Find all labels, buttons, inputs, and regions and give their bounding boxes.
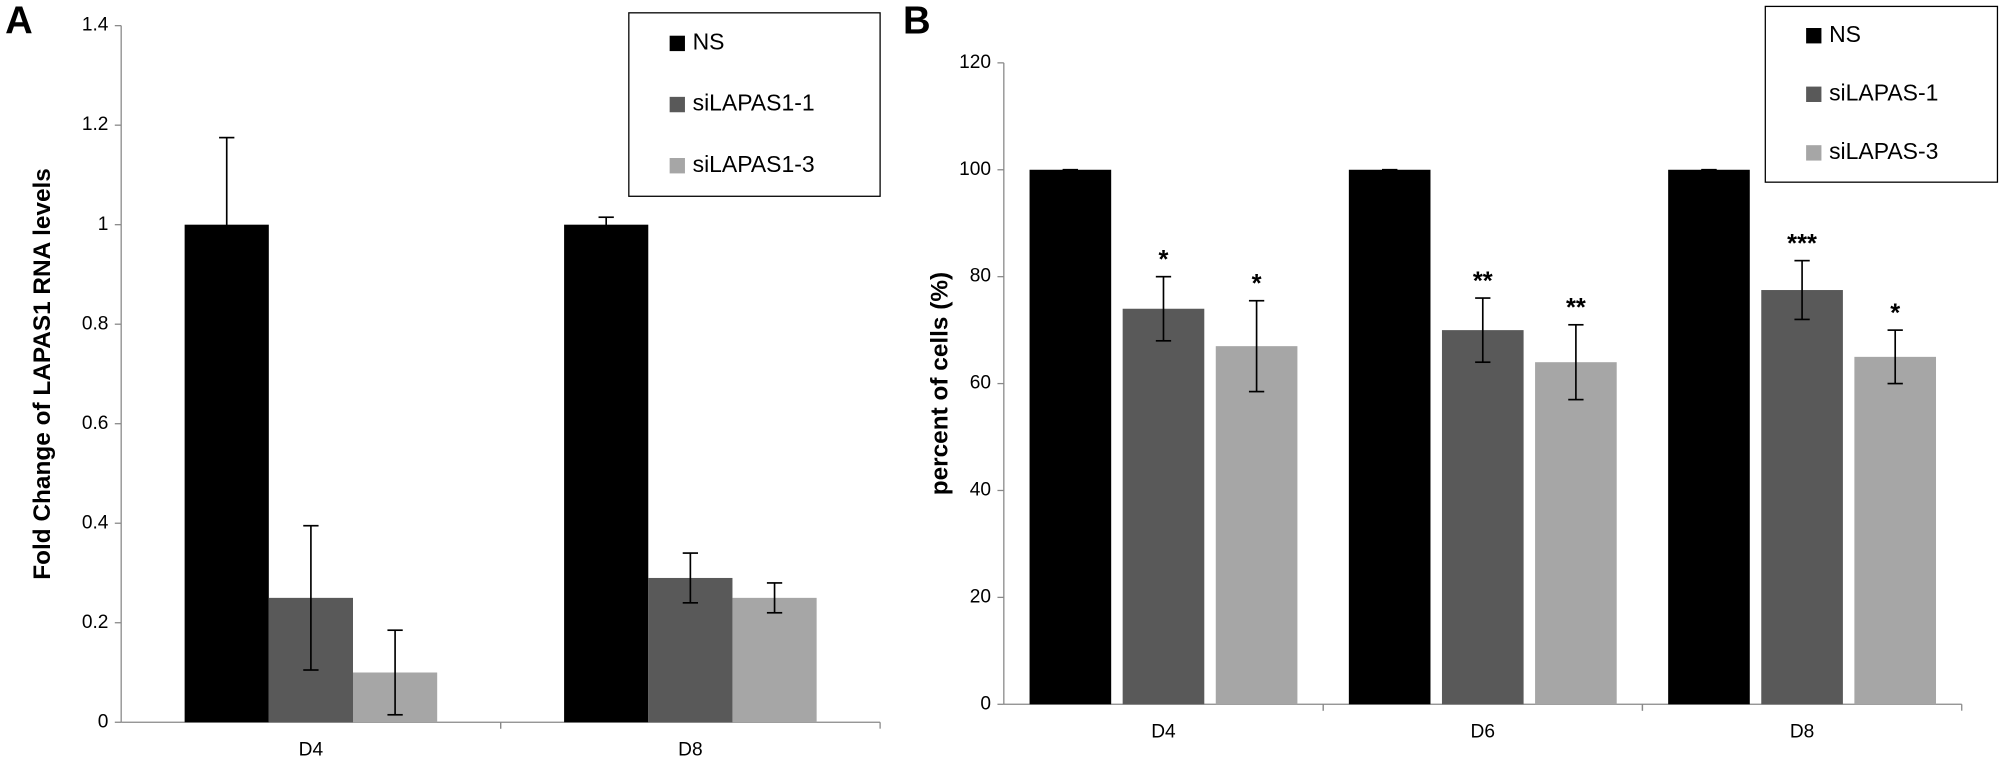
y-tick-label: 100: [959, 159, 991, 180]
y-axis-label: Fold Change of LAPAS1 RNA levels: [29, 168, 56, 580]
y-tick-label: 40: [970, 480, 991, 501]
significance-label: ***: [1787, 230, 1817, 258]
y-tick-label: 1.2: [82, 114, 109, 135]
legend-label: NS: [1829, 21, 1861, 47]
legend-label: siLAPAS-1: [1829, 79, 1938, 105]
y-tick-label: 80: [970, 266, 991, 287]
error-bar: [387, 629, 403, 716]
error-bar: [1887, 329, 1903, 385]
bar: [1348, 169, 1431, 705]
legend-label: NS: [693, 28, 725, 54]
y-tick-label: 0.4: [82, 512, 109, 533]
x-tick-label: D6: [1471, 722, 1495, 743]
y-tick-label: 1.4: [82, 15, 109, 36]
legend: NS siLAPAS1-1 siLAPAS1-3: [628, 12, 881, 197]
legend-label: siLAPAS1-1: [693, 90, 815, 116]
error-bar: [1794, 259, 1810, 321]
error-bar: [1155, 275, 1172, 342]
y-tick-label: 0.2: [82, 612, 109, 633]
y-tick-label: 60: [970, 373, 991, 394]
significance-label: **: [1473, 267, 1493, 295]
error-bar: [219, 136, 235, 313]
y-axis-label: percent of cells (%): [927, 272, 954, 495]
x-tick-label: D8: [1790, 722, 1814, 743]
y-tick-label: 1: [98, 214, 109, 235]
legend-swatch: [1806, 86, 1822, 102]
panel-label: B: [903, 0, 931, 42]
error-bar: [1475, 297, 1491, 364]
bar: [1215, 346, 1298, 705]
legend-label: siLAPAS1-3: [693, 151, 815, 177]
x-tick-label: D4: [299, 740, 324, 761]
y-tick-label: 20: [970, 586, 991, 607]
bar: [564, 224, 649, 723]
significance-label: **: [1566, 294, 1586, 322]
legend-swatch: [669, 35, 685, 52]
legend-box: [1764, 5, 1999, 183]
significance-label: *: [1890, 299, 1900, 327]
significance-label: *: [1252, 270, 1262, 298]
error-bar: [1568, 323, 1584, 401]
error-bar: [766, 582, 783, 614]
legend-swatch: [1806, 145, 1822, 161]
y-tick-label: 0.6: [82, 413, 109, 434]
panel-label: A: [5, 0, 33, 42]
error-bar: [682, 552, 699, 604]
legend: NS siLAPAS-1 siLAPAS-3: [1764, 5, 1999, 183]
y-tick-label: 120: [959, 52, 991, 73]
bar: [1854, 356, 1937, 705]
bar: [1122, 308, 1205, 705]
error-bar: [598, 216, 614, 233]
bar: [1761, 290, 1843, 705]
legend-swatch: [1806, 28, 1822, 44]
x-tick-label: D8: [678, 740, 702, 761]
legend-swatch: [669, 158, 685, 174]
bar: [732, 597, 817, 723]
y-tick-label: 0: [980, 693, 991, 714]
x-tick-label: D4: [1151, 722, 1176, 743]
error-bar: [303, 524, 319, 671]
legend-label: siLAPAS-3: [1829, 138, 1938, 164]
bar: [1668, 169, 1750, 705]
y-tick-label: 0.8: [82, 313, 109, 334]
significance-label: *: [1159, 246, 1169, 274]
bar: [1441, 330, 1524, 705]
bar: [1029, 169, 1112, 705]
bar: [1535, 362, 1617, 705]
legend-swatch: [669, 96, 685, 113]
y-tick-label: 0: [98, 711, 109, 732]
error-bar: [1248, 299, 1265, 393]
